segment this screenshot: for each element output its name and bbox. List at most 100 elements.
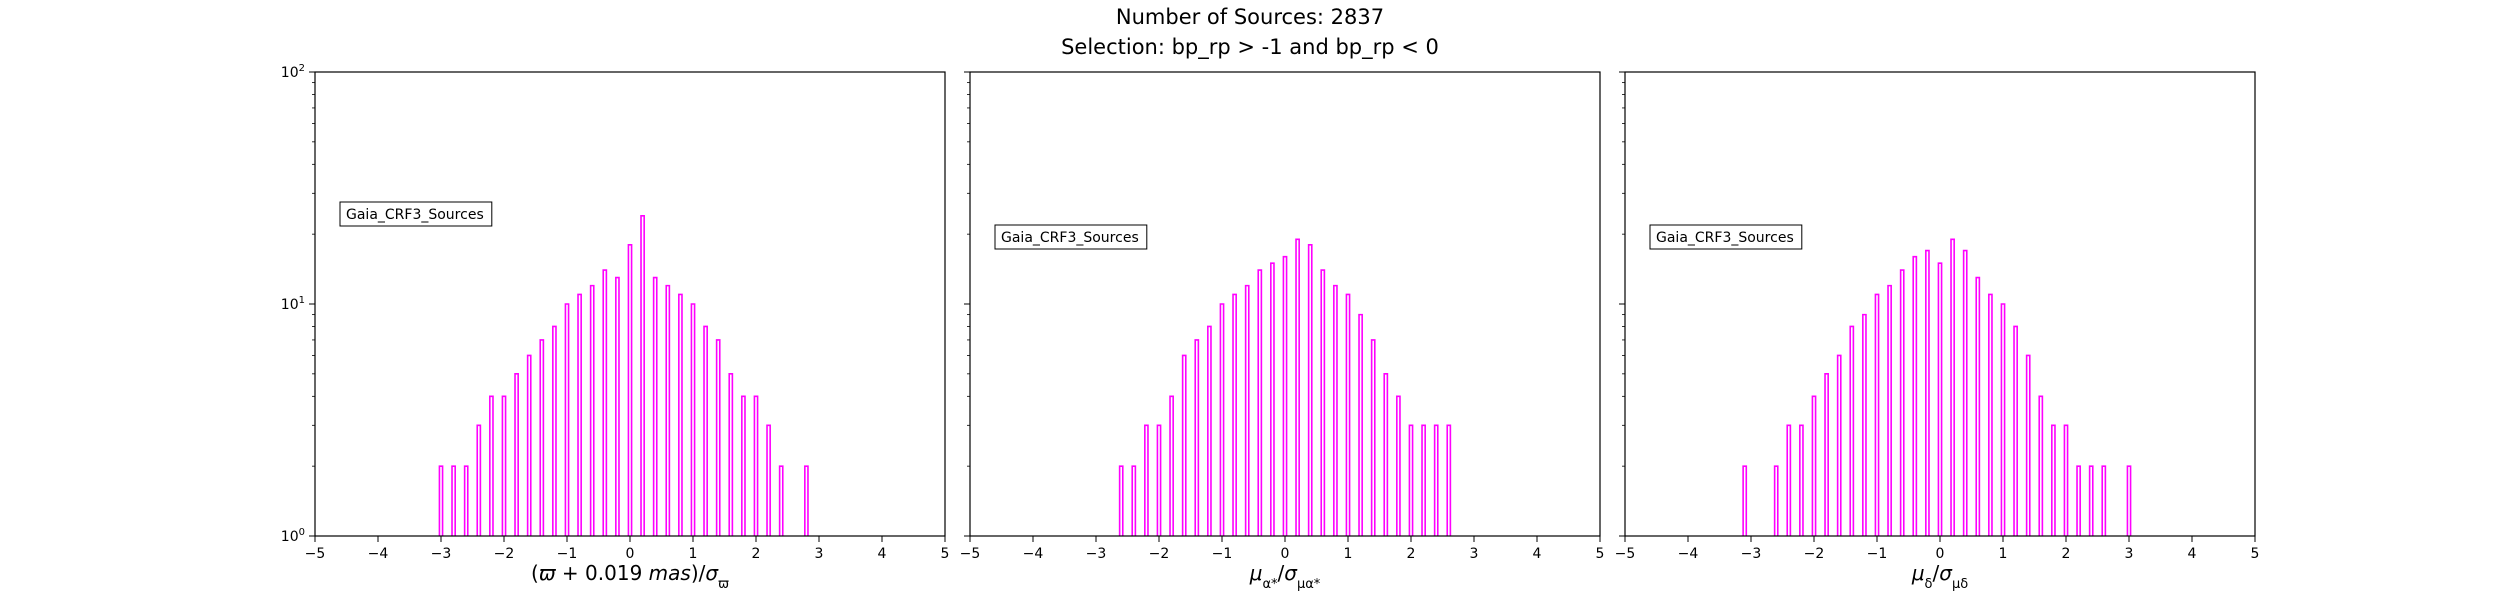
histogram-bar [1799,424,1804,536]
histogram-bar [1194,339,1200,536]
histogram-bar [451,465,456,536]
histogram-bar [1849,325,1855,536]
x-tick-label: −1 [1212,546,1233,562]
histogram-bar [577,293,582,536]
x-tick-label: 0 [1281,546,1290,562]
histogram-panel-pmdec: −5 −4 −3 −2 −1 0 1 2 3 4 5 Gaia_CRF3_Sources μδ/σμδ [1615,71,2259,592]
figure-title-line-1: Number of Sources: 2837 [1116,5,1384,29]
y-tick-label: 102 [281,63,305,81]
histogram-bar [715,339,721,536]
x-tick-label: −2 [1804,546,1825,562]
legend: Gaia_CRF3_Sources [339,201,493,227]
histogram-bar [476,424,482,536]
histogram-bar [1282,255,1288,536]
x-tick-label: 2 [1407,546,1416,562]
legend: Gaia_CRF3_Sources [994,224,1148,250]
legend-box [1649,224,1803,250]
histogram-bar [1836,354,1842,536]
x-tick-label: −5 [305,546,326,562]
histogram-panel-parallax: −5 −4 −3 −2 −1 0 1 2 3 4 5 100 101 102 Gaia_CRF3_Sourc… [281,63,950,592]
histogram-bar [652,276,658,536]
histogram-bar [1408,424,1414,536]
histogram-bar [804,465,809,536]
histogram-bar [2051,424,2056,536]
histogram-bar [1244,284,1250,536]
y-tick-label: 101 [281,295,305,313]
histogram-bar [1383,373,1389,536]
histogram-bar [2025,354,2031,536]
histogram-bar [1899,269,1905,536]
histogram-bar [2000,303,2006,536]
x-tick-label: −3 [1086,546,1107,562]
histogram-bar [1862,313,1867,536]
legend: Gaia_CRF3_Sources [1649,224,1803,250]
x-tick-label: 5 [941,546,950,562]
histogram-bar [678,293,683,536]
x-tick-label: −2 [494,546,515,562]
histogram-bar [1887,284,1892,536]
histogram-bar [514,373,519,536]
histogram-bar [526,354,532,536]
x-tick-label: 1 [1999,546,2008,562]
histogram-bar [1433,424,1439,536]
x-tick-label: −5 [960,546,981,562]
histogram-bar [1307,243,1313,536]
x-tick-label: 3 [2125,546,2134,562]
x-tick-label: 1 [1344,546,1353,562]
histogram-bar [728,373,734,536]
histogram-bar [1181,354,1187,536]
legend-label: Gaia_CRF3_Sources [346,207,484,223]
legend-box [994,224,1148,250]
histogram-bar [1169,395,1174,536]
histogram-bar [1257,269,1263,536]
figure-title-line-2: Selection: bp_rp > -1 and bp_rp < 0 [1061,35,1439,60]
histogram-bar [1950,238,1955,536]
histogram-bar [1988,293,1993,536]
histogram-bar [766,424,771,536]
histogram-bar [1156,424,1162,536]
histogram-bar [703,325,708,536]
histogram-bar [1773,465,1779,536]
histogram-bar [1295,238,1300,536]
histogram-bar [665,284,671,536]
histogram-bar [602,269,608,536]
x-tick-label: 5 [1596,546,1605,562]
x-axis-label: (ϖ + 0.019 mas)/σϖ [531,561,729,592]
x-tick-label: 4 [1533,546,1542,562]
x-tick-label: −1 [557,546,578,562]
histogram-bar [1207,325,1212,536]
histogram-bar [589,284,595,536]
legend-box [339,201,493,227]
x-tick-label: 4 [878,546,887,562]
histogram-bar [615,276,620,536]
x-tick-label: −2 [1149,546,1170,562]
histogram-series [1118,238,1452,536]
x-tick-label: −4 [368,546,389,562]
x-tick-label: −3 [431,546,452,562]
x-tick-label: 0 [626,546,635,562]
histogram-bar [1824,373,1829,536]
plot-frame [969,71,1601,537]
histogram-bar [1937,262,1943,536]
histogram-bar [1358,313,1363,536]
x-tick-label: −1 [1867,546,1888,562]
histogram-bar [1131,465,1137,536]
histogram-bar [1962,249,1968,536]
legend-label: Gaia_CRF3_Sources [1656,230,1794,246]
histogram-bar [690,303,696,536]
legend-label: Gaia_CRF3_Sources [1001,230,1139,246]
x-axis-label: μα*/σμα* [1249,561,1321,592]
x-tick-label: 2 [2062,546,2071,562]
histogram-bar [2076,465,2081,536]
histogram-bar [1118,465,1124,536]
histogram-bar [2013,325,2018,536]
x-tick-label: 3 [815,546,824,562]
histogram-bar [2063,424,2069,536]
histogram-bar [1270,262,1275,536]
histogram-bar [778,465,784,536]
histogram-bar [627,243,633,536]
x-tick-label: −5 [1615,546,1636,562]
histogram-bar [2101,465,2107,536]
histogram-bar [552,325,557,536]
